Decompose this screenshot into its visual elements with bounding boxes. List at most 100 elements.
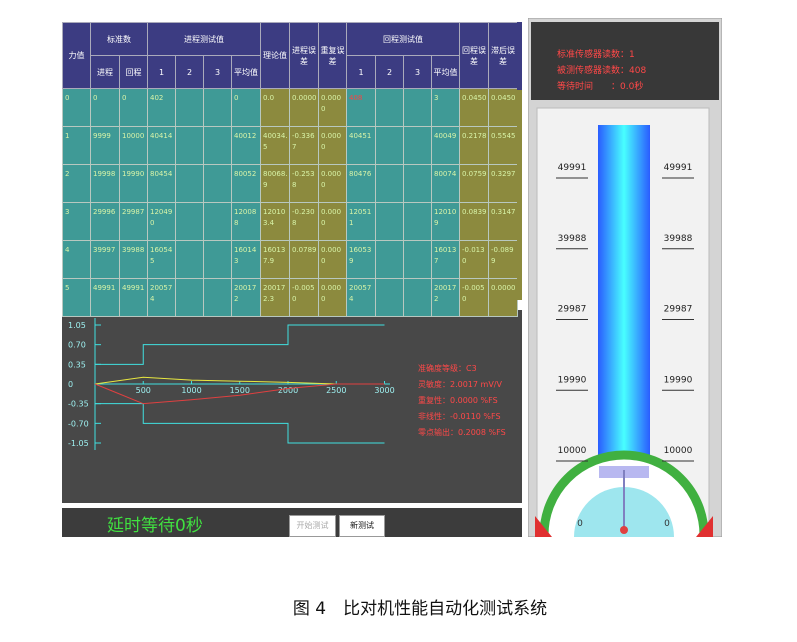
start-button[interactable]: 开始测试 [289, 515, 336, 537]
cell: 120103.4 [260, 202, 290, 241]
cell: 0.0 [260, 88, 290, 127]
header-cell: 平均值 [231, 55, 261, 89]
cell: 40414 [147, 126, 176, 165]
cell: -0.0130 [459, 240, 489, 279]
y-tick-label: 0.70 [68, 341, 86, 350]
cell: 0.0000 [488, 278, 518, 317]
cell: 80068.9 [260, 164, 290, 203]
header-cell: 3 [403, 55, 432, 89]
cell [175, 164, 204, 203]
cell: 40451 [346, 126, 376, 165]
header-cell: 回程测试值 [346, 22, 460, 56]
header-cell: 进程测试值 [147, 22, 261, 56]
cell [403, 164, 432, 203]
scale-label-right: 49991 [664, 163, 693, 173]
header-row: 进程 回程 1 2 3 平均值 1 2 3 平均值 [63, 55, 518, 89]
cell: 402 [147, 88, 176, 127]
cell: 0.0000 [318, 240, 347, 279]
scale-label-right: 29987 [664, 305, 693, 315]
cell: 40012 [231, 126, 261, 165]
cell [203, 278, 232, 317]
header-cell: 理论值 [260, 22, 290, 89]
header-cell: 2 [175, 55, 204, 89]
cell [375, 240, 404, 279]
scale-label-left: 29987 [558, 305, 587, 315]
stat-label: 灵敏度：2.0017 mV/V [418, 379, 502, 389]
tube [598, 125, 650, 470]
header-cell: 滞后误差 [488, 22, 518, 89]
stat-label: 重复性：0.0000 %FS [418, 395, 498, 405]
cell: 40034.5 [260, 126, 290, 165]
cell: 0.0000 [318, 278, 347, 317]
scale-label-right: 10000 [664, 446, 693, 456]
gauge-label: 0 [577, 519, 583, 529]
cell [375, 202, 404, 241]
cell [203, 202, 232, 241]
cell: 1 [62, 126, 91, 165]
cell: -0.0899 [488, 240, 518, 279]
cell: 80074 [431, 164, 460, 203]
cell [403, 240, 432, 279]
cell [203, 164, 232, 203]
cell: 0.3297 [488, 164, 518, 203]
status-line: 被测传感器读数：408 [557, 64, 646, 76]
cell: -0.2308 [289, 202, 319, 241]
x-tick-label: 500 [136, 386, 151, 395]
cell: 49991 [119, 278, 148, 317]
scale-label-left: 49991 [558, 163, 587, 173]
cell: 0 [231, 88, 261, 127]
cell [375, 126, 404, 165]
right-panel [528, 18, 722, 537]
cell: 0.0789 [289, 240, 319, 279]
cell: 10000 [119, 126, 148, 165]
cell: 0.0000 [289, 88, 319, 127]
cell [375, 88, 404, 127]
cell: 49991 [90, 278, 120, 317]
cell [375, 164, 404, 203]
data-row: 0 0 0 402 0 0.0 0.0000 0.0000 408 3 0.0450 0.0450 [62, 88, 518, 127]
cell: 0.0000 [318, 202, 347, 241]
cell [403, 202, 432, 241]
cell: 3 [62, 202, 91, 241]
table-grid: 力值 标准数 进程测试值 理论值 进程误差 重复误差 回程测试值 回程误差 滞后误差 进程 回程 1 2… [62, 22, 518, 317]
x-tick-label: 2000 [278, 386, 298, 395]
cell: 120511 [346, 202, 376, 241]
header-cell: 进程 [90, 55, 120, 89]
wait-text: 延时等待0秒 [107, 516, 203, 536]
new-test-button[interactable]: 新测试 [339, 515, 385, 537]
cell: 0 [90, 88, 120, 127]
cell: 0.0000 [318, 164, 347, 203]
cell [403, 278, 432, 317]
cell: 4 [62, 240, 91, 279]
result-table: 力值 标准数 进程测试值 理论值 进程误差 重复误差 回程测试值 回程误差 滞后误差 进程 回程 1 2… [62, 22, 522, 317]
cell: 120490 [147, 202, 176, 241]
scale-label-left: 19990 [558, 375, 587, 385]
plot-line [94, 383, 385, 405]
cell: 120109 [431, 202, 460, 241]
plot-line [95, 324, 385, 365]
y-tick-label: -1.05 [68, 439, 89, 448]
cell: 120088 [231, 202, 261, 241]
cell: 0 [62, 88, 91, 127]
cell: 19998 [90, 164, 120, 203]
cell: 0.0839 [459, 202, 489, 241]
cell: 0.0000 [318, 126, 347, 165]
cell: 160137 [431, 240, 460, 279]
x-tick-label: 1000 [181, 386, 201, 395]
cell: 0.0450 [459, 88, 489, 127]
scale-label-right: 19990 [664, 375, 693, 385]
data-row: 3 29996 29987 120490 120088 120103.4 -0.2308 0.… [62, 202, 518, 241]
cell: 3 [431, 88, 460, 127]
data-row: 5 49991 49991 200574 200172 200172.3 -0.0050 0.… [62, 278, 518, 317]
header-cell: 2 [375, 55, 404, 89]
cell: 5 [62, 278, 91, 317]
cell: 200172.3 [260, 278, 290, 317]
cell: 39988 [119, 240, 148, 279]
cell: 160545 [147, 240, 176, 279]
figure-caption: 图 4 比对机性能自动化测试系统 [292, 599, 548, 619]
cell: 160143 [231, 240, 261, 279]
cell: 29996 [90, 202, 120, 241]
header-cell: 力值 [62, 22, 91, 89]
data-row: 2 19998 19990 80454 80052 80068.9 -0.2538 0.000… [62, 164, 518, 203]
cell [175, 88, 204, 127]
